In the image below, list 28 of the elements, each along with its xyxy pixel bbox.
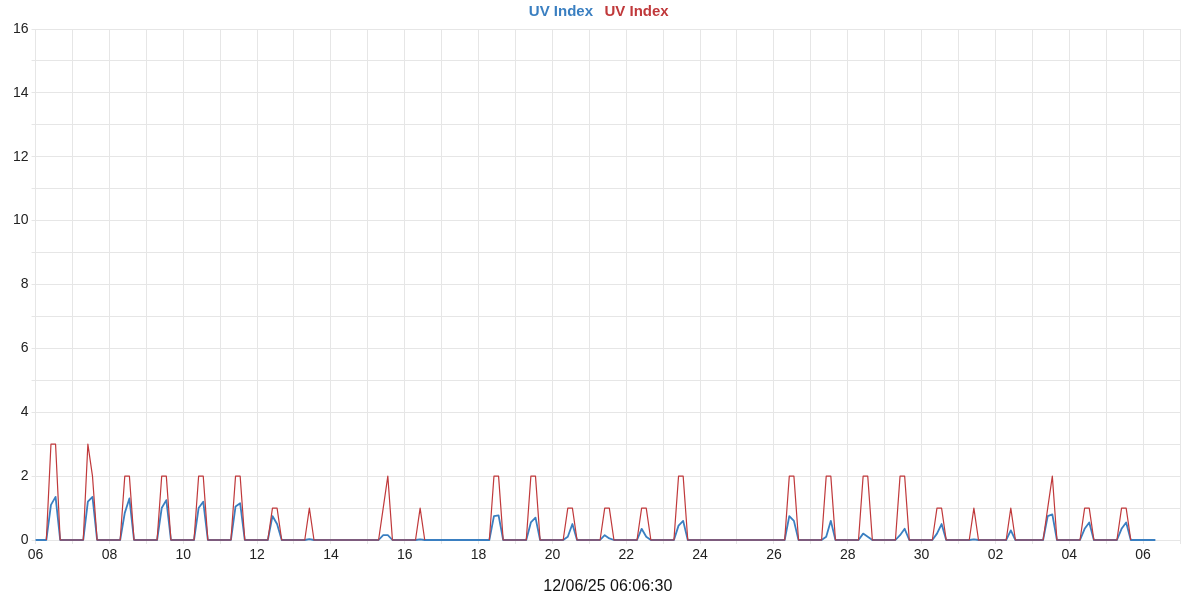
x-tick-label: 08 <box>101 546 118 563</box>
x-tick-label: 12 <box>249 546 266 563</box>
x-axis-title: 12/06/25 06:06:30 <box>543 576 673 594</box>
y-tick-label: 14 <box>12 83 29 100</box>
x-tick-label: 02 <box>987 546 1004 563</box>
x-tick-label: 14 <box>323 546 339 563</box>
y-tick-label: 10 <box>12 211 29 228</box>
x-tick-label: 26 <box>766 546 782 563</box>
y-tick-label: 4 <box>20 403 29 420</box>
x-tick-label: 22 <box>618 546 635 563</box>
text: UV Index <box>604 1 670 19</box>
x-tick-label: 16 <box>396 546 413 563</box>
x-tick-label: 28 <box>839 546 856 563</box>
x-tick-label: 18 <box>470 546 487 563</box>
x-tick-label: 24 <box>692 546 709 563</box>
y-tick-label: 0 <box>20 530 29 547</box>
x-tick-label: 06 <box>1135 546 1152 563</box>
x-tick-label: 30 <box>913 546 930 563</box>
y-tick-label: 8 <box>20 275 29 292</box>
y-tick-label: 16 <box>12 19 29 36</box>
x-tick-label: 10 <box>175 546 192 563</box>
y-tick-label: 2 <box>20 466 29 483</box>
x-tick-label: 20 <box>544 546 561 563</box>
x-tick-label: 06 <box>27 546 44 563</box>
text: UV Index <box>528 1 594 19</box>
y-tick-label: 6 <box>20 339 29 356</box>
x-tick-label: 04 <box>1061 546 1078 563</box>
y-tick-label: 12 <box>12 147 29 164</box>
